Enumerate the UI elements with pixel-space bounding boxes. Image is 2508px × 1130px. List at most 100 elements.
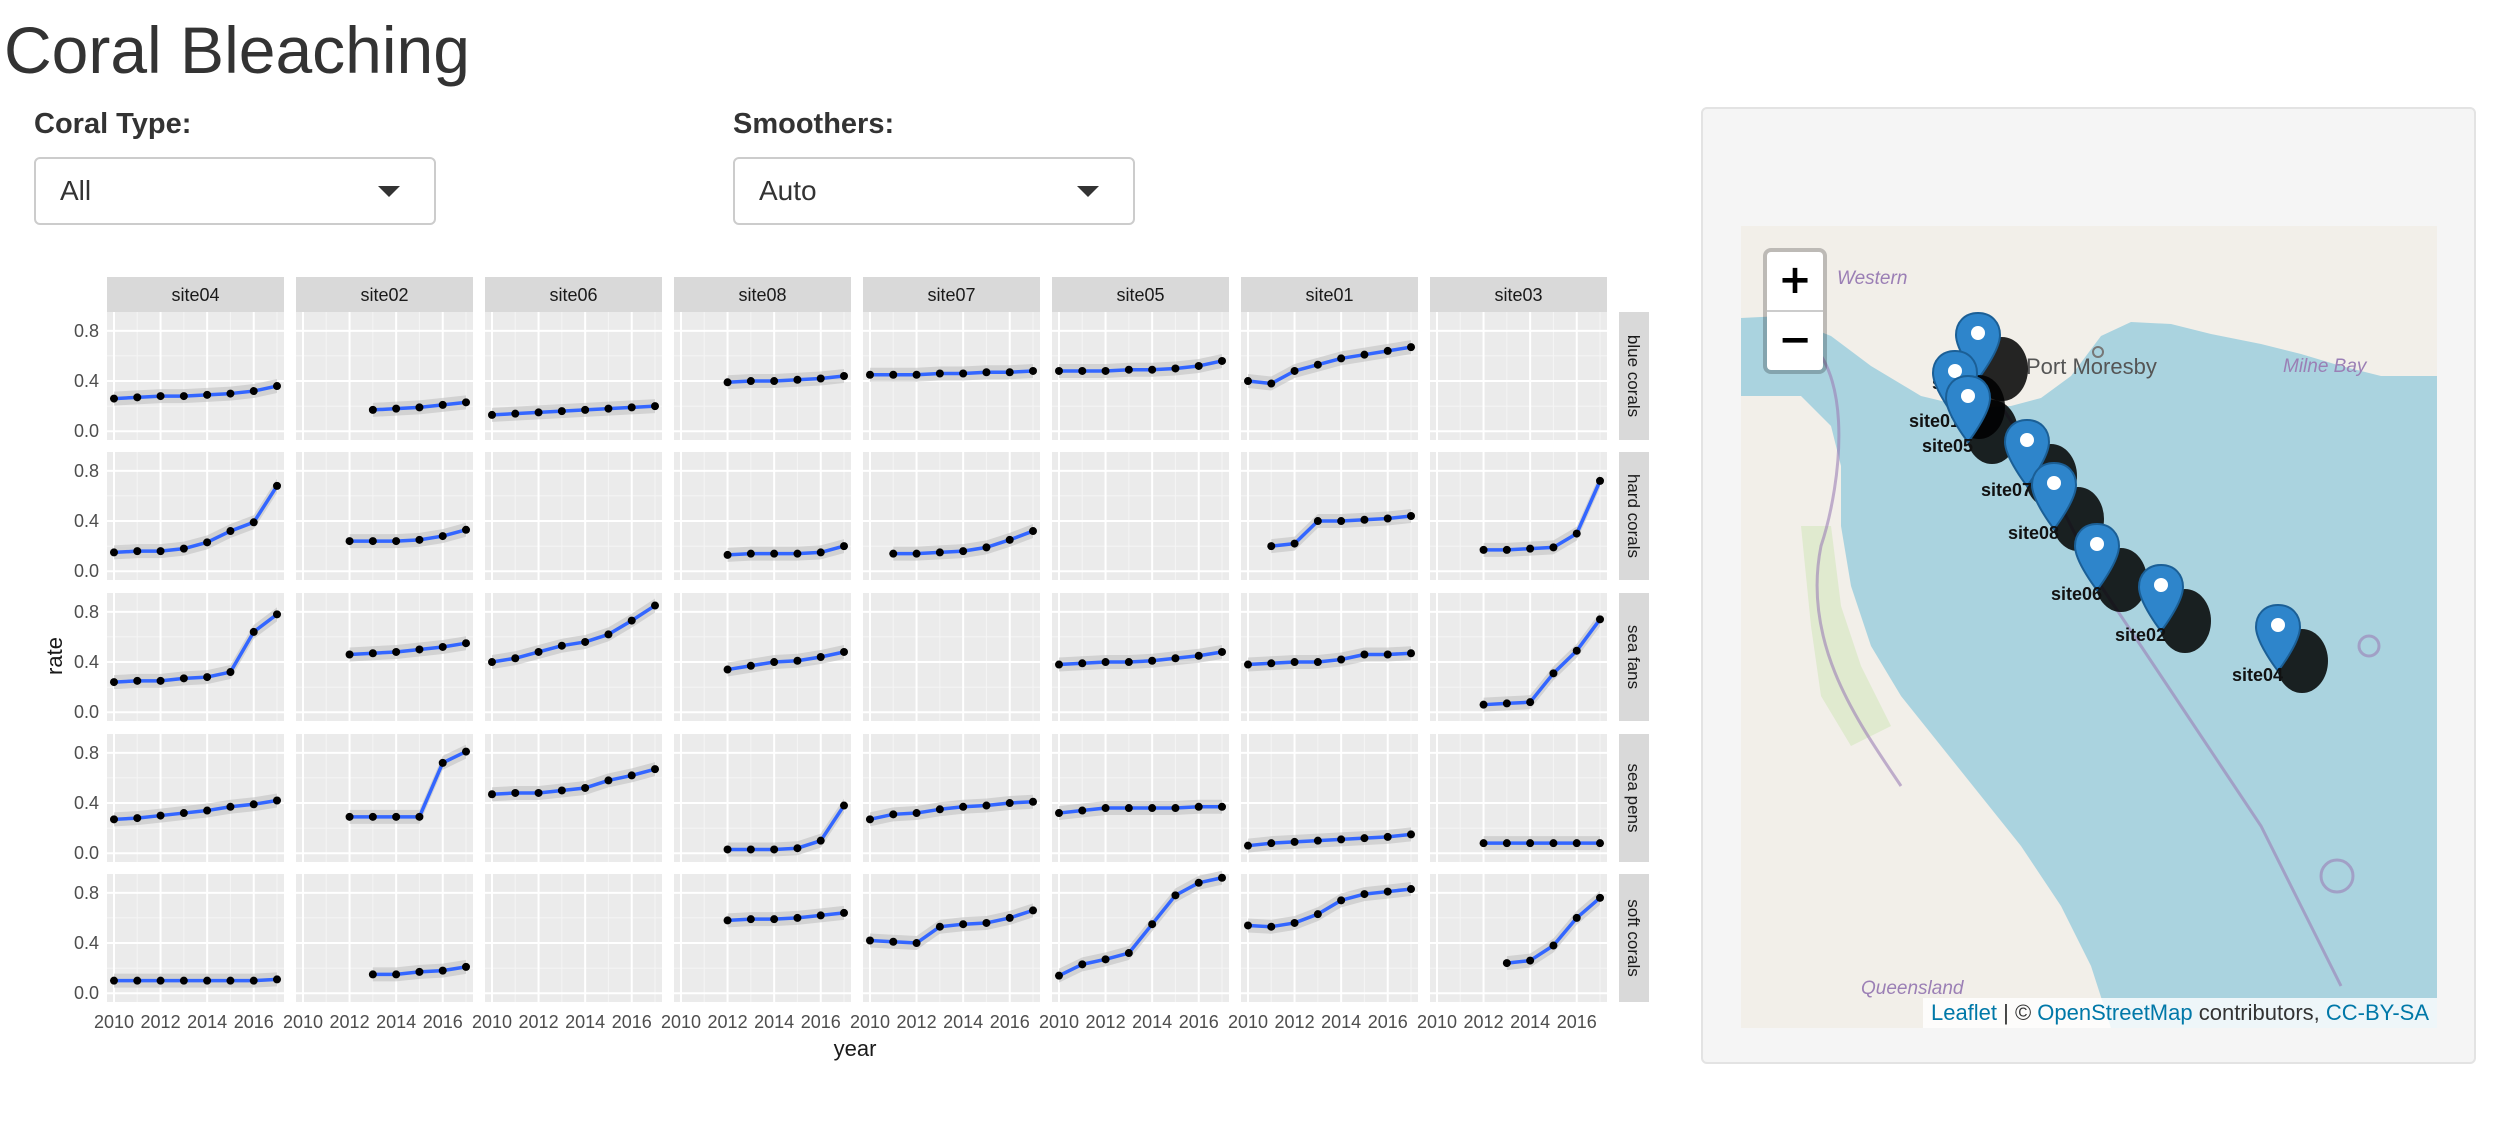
data-point (793, 844, 802, 853)
coral-type-value: All (60, 175, 92, 206)
marker-label: site08 (2008, 523, 2060, 543)
data-point (273, 481, 282, 490)
strip-label: site03 (1494, 285, 1542, 305)
data-point (770, 845, 779, 854)
data-point (770, 915, 779, 924)
data-point (1596, 615, 1605, 624)
data-point (462, 962, 471, 971)
coral-rate-chart: site04 2010 2012 2014 2016 site02 2010 2012 2014… (42, 277, 1649, 1061)
data-point (511, 788, 520, 797)
data-point (1194, 361, 1203, 370)
data-point (627, 403, 636, 412)
data-point (1267, 922, 1276, 931)
data-point (462, 747, 471, 756)
x-tick-label: 2010 (1039, 1012, 1079, 1032)
data-point (203, 538, 212, 547)
data-point (156, 547, 165, 556)
label-western: Western (1837, 268, 1908, 289)
data-point (226, 527, 235, 536)
data-point (1005, 535, 1014, 544)
data-point (1337, 896, 1346, 905)
data-point (889, 549, 898, 558)
data-point (1337, 835, 1346, 844)
data-point (581, 637, 590, 646)
y-tick-label: 0.0 (74, 983, 99, 1003)
data-point (1101, 658, 1110, 667)
data-point (746, 549, 755, 558)
map-attribution: Leaflet | © OpenStreetMap contributors, … (1922, 998, 2437, 1028)
data-point (1290, 837, 1299, 846)
data-point (889, 937, 898, 946)
data-point (226, 802, 235, 811)
data-point (1029, 527, 1038, 536)
data-point (1290, 539, 1299, 548)
x-tick-label: 2014 (1321, 1012, 1361, 1032)
data-point (935, 369, 944, 378)
x-tick-label: 2010 (661, 1012, 701, 1032)
map-marker-site02[interactable]: site02 (2115, 563, 2211, 653)
y-tick-label: 0.8 (74, 321, 99, 341)
coral-type-select[interactable]: All (34, 157, 436, 225)
site-map[interactable]: Port Moresby Western Milne Bay Queenslan… (1741, 226, 2437, 1028)
map-marker-site05[interactable]: site05 (1922, 374, 2018, 464)
smoothers-select[interactable]: Auto (733, 157, 1135, 225)
strip-label: soft corals (1624, 899, 1643, 976)
data-point (982, 918, 991, 927)
map-marker-site06[interactable]: site06 (2051, 522, 2147, 612)
data-point (1171, 364, 1180, 373)
data-point (438, 532, 447, 541)
data-point (415, 967, 424, 976)
data-point (392, 647, 401, 656)
osm-link[interactable]: OpenStreetMap (2037, 1000, 2193, 1025)
data-point (1054, 971, 1063, 980)
data-point (109, 394, 118, 403)
data-point (1549, 941, 1558, 950)
data-point (1078, 806, 1087, 815)
data-point (368, 649, 377, 658)
data-point (770, 658, 779, 667)
data-point (179, 392, 188, 401)
data-point (368, 970, 377, 979)
y-tick-label: 0.8 (74, 883, 99, 903)
strip-label: site04 (171, 285, 219, 305)
data-point (723, 845, 732, 854)
chevron-down-icon (378, 186, 400, 197)
license-link[interactable]: CC-BY-SA (2325, 1000, 2429, 1025)
strip-label: site08 (738, 285, 786, 305)
data-point (816, 911, 825, 920)
data-point (982, 368, 991, 377)
zoom-out-button[interactable]: − (1778, 317, 1812, 363)
x-tick-label: 2014 (943, 1012, 983, 1032)
data-point (1407, 885, 1416, 894)
x-tick-label: 2014 (754, 1012, 794, 1032)
data-point (840, 372, 849, 380)
data-point (840, 542, 849, 551)
map-marker-site04[interactable]: site04 (2232, 603, 2328, 693)
data-point (1360, 834, 1369, 843)
leaflet-link[interactable]: Leaflet (1930, 1000, 1998, 1025)
land-papua-peninsula (2071, 246, 2437, 366)
data-point (723, 665, 732, 674)
x-tick-label: 2010 (472, 1012, 512, 1032)
series-line (491, 604, 656, 664)
y-tick-label: 0.4 (74, 371, 99, 391)
x-tick-label: 2010 (850, 1012, 890, 1032)
data-point (273, 610, 282, 619)
data-point (1243, 841, 1252, 850)
zoom-in-button[interactable]: + (1767, 252, 1823, 312)
data-point (226, 389, 235, 398)
data-point (1313, 360, 1322, 369)
data-point (1171, 891, 1180, 900)
data-point (1502, 959, 1511, 968)
data-point (912, 939, 921, 948)
cape-york-green (1801, 526, 1891, 746)
data-point (746, 661, 755, 670)
x-tick-label: 2016 (801, 1012, 841, 1032)
strip-label: blue corals (1624, 335, 1643, 417)
attribution-contributors: contributors, (2192, 1000, 2326, 1025)
x-tick-label: 2012 (1086, 1012, 1126, 1032)
confidence-band (869, 794, 1034, 827)
data-point (581, 405, 590, 414)
data-point (1078, 960, 1087, 969)
confidence-band (1058, 799, 1223, 821)
